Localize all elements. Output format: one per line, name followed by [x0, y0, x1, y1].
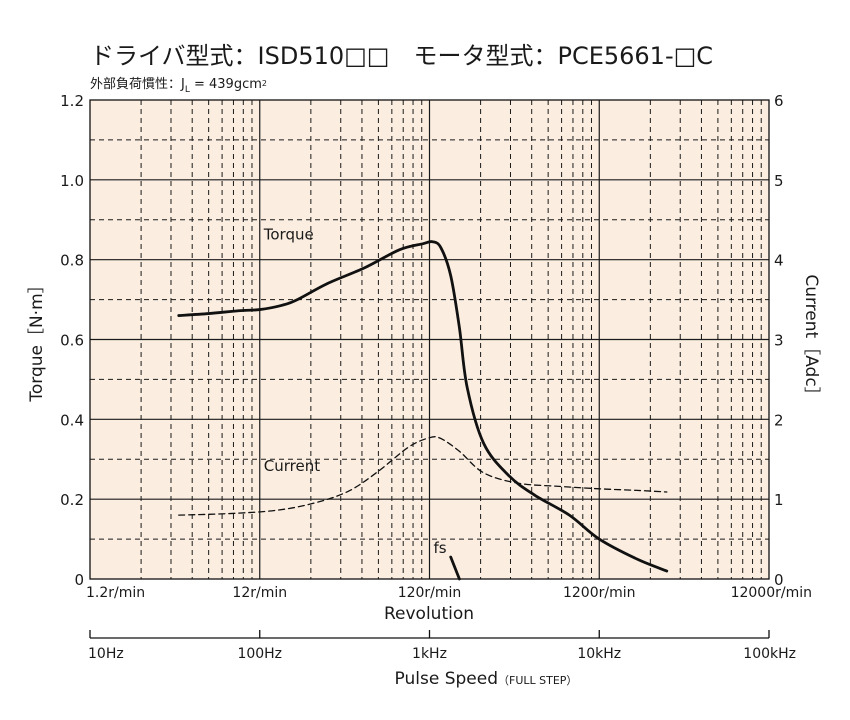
y2-tick-label: 6 [774, 92, 784, 110]
y2-tick-label: 2 [774, 411, 784, 429]
x2-axis-title: Pulse Speed（FULL STEP） [395, 669, 578, 689]
x-tick-label: 1.2r/min [86, 585, 145, 601]
y2-tick-label: 3 [774, 332, 784, 350]
x2-axis-title-main: Pulse Speed [395, 669, 498, 689]
x2-tick-label: 10Hz [88, 646, 124, 662]
x-tick-label: 12000r/min [731, 585, 812, 601]
series-line-torque [177, 240, 669, 573]
series-annotations: Torque Current fs [263, 226, 447, 557]
subtitle-prefix: 外部負荷慣性：J [90, 76, 185, 92]
x-tick-label: 1200r/min [563, 585, 636, 601]
annotation-fs: fs [434, 539, 447, 557]
chart-subtitle: 外部負荷慣性：JL = 439gcm2 [90, 76, 267, 95]
y2-tick-label: 5 [774, 172, 784, 190]
y2-axis-title: Current［Adc］ [801, 274, 821, 403]
y-tick-label: 0.6 [60, 332, 84, 350]
fs-marker-line [449, 555, 461, 581]
pulse-speed-axis: 10Hz 100Hz 1kHz 10kHz 100kHz [88, 630, 796, 662]
y2-tick-label: 0 [774, 571, 784, 589]
y-tick-label: 0.8 [60, 252, 84, 270]
y-tick-label: 1.2 [60, 92, 84, 110]
tick-labels: 0 0.2 0.4 0.6 0.8 1.0 1.2 0 1 2 3 4 5 6 1.2r/min 12r/mi… [60, 92, 812, 601]
y2-tick-label: 1 [774, 491, 784, 509]
x-axis-title: Revolution [384, 604, 474, 624]
x2-tick-label: 100kHz [743, 646, 796, 662]
fs-marker-group [449, 555, 461, 581]
grid-lines [90, 100, 769, 579]
x-tick-label: 120r/min [398, 585, 462, 601]
y2-tick-label: 4 [774, 252, 784, 270]
x2-axis-title-note: （FULL STEP） [498, 674, 577, 687]
y-tick-label: 0.4 [60, 411, 84, 429]
y-axis-title: Torque［N·m］ [27, 276, 47, 402]
y-tick-label: 1.0 [60, 172, 84, 190]
annotation-current: Current [264, 457, 320, 475]
annotation-torque: Torque [263, 226, 314, 244]
data-series [177, 240, 669, 573]
subtitle-suffix: = 439gcm [190, 77, 262, 92]
x2-tick-label: 100Hz [237, 646, 282, 662]
x-tick-label: 12r/min [232, 585, 287, 601]
subtitle-sup: 2 [262, 79, 267, 88]
series-line-current [178, 436, 668, 516]
y-tick-label: 0 [74, 571, 84, 589]
y-tick-label: 0.2 [60, 491, 84, 509]
plot-frame [89, 99, 770, 580]
x2-tick-label: 1kHz [412, 646, 447, 662]
subtitle-sub: L [185, 85, 190, 95]
x2-tick-label: 10kHz [577, 646, 621, 662]
chart-title: ドライバ型式：ISD510□□ モータ型式：PCE5661-□C [90, 42, 713, 70]
